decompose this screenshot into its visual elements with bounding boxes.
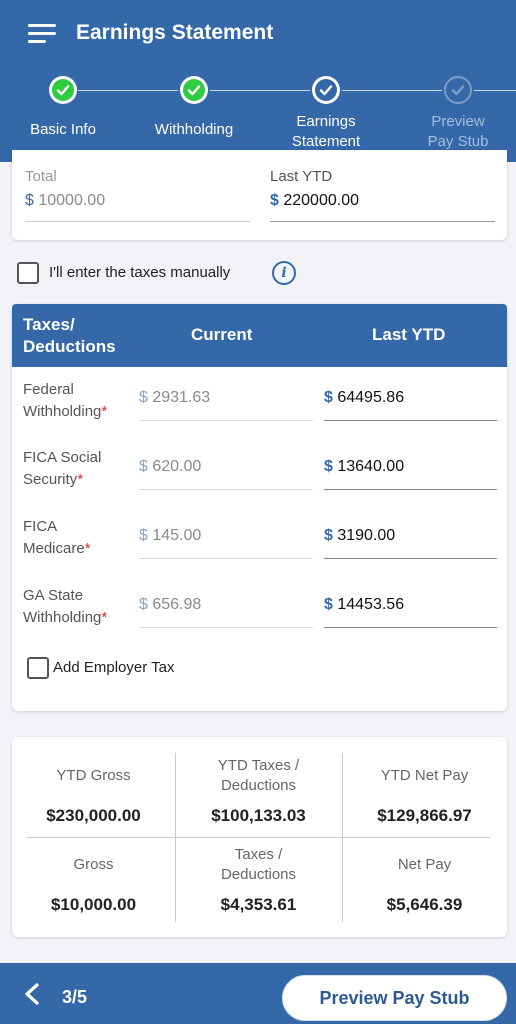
step-connector (342, 90, 442, 91)
header-taxes-deductions: Taxes/ Deductions (23, 315, 116, 356)
menu-icon[interactable] (28, 21, 58, 45)
check-icon (49, 76, 77, 104)
app-bar: Earnings Statement (0, 0, 516, 66)
preview-pay-stub-button[interactable]: Preview Pay Stub (282, 975, 507, 1021)
total-field: $ 10000.00 (25, 192, 250, 222)
step-connector (210, 90, 310, 91)
current-field[interactable]: $ 145.00 (139, 527, 313, 559)
step-connector (78, 90, 178, 91)
info-icon[interactable]: i (272, 261, 296, 285)
current-field[interactable]: $ 620.00 (139, 458, 313, 490)
divider (342, 753, 343, 837)
header-last-ytd: Last YTD (372, 325, 446, 344)
step-connector (474, 90, 516, 91)
gross-summary: Gross $10,000.00 (50, 856, 137, 914)
divider (342, 838, 343, 922)
current-field[interactable]: $ 656.98 (139, 596, 313, 628)
ytd-field[interactable]: $ 13640.00 (324, 458, 497, 490)
taxes-table-header: Taxes/ Deductions Current Last YTD (12, 304, 507, 367)
employer-tax-label: Add Employer Tax (53, 659, 175, 676)
check-icon (444, 76, 472, 104)
total-label: Total (25, 168, 57, 185)
ytd-field[interactable]: $ 14453.56 (324, 596, 497, 628)
step-label: Withholding (154, 121, 234, 138)
ytd-taxes-summary: YTD Taxes / Deductions $100,133.03 (211, 757, 306, 825)
manual-taxes-label: I'll enter the taxes manually (49, 264, 231, 281)
ytd-net-pay-summary: YTD Net Pay $129,866.97 (377, 767, 472, 825)
page-title: Earnings Statement (76, 21, 274, 44)
summary-card: YTD Gross $230,000.00 YTD Taxes / Deduct… (12, 737, 507, 937)
ytd-field[interactable]: $ 64495.86 (324, 389, 497, 421)
check-icon (312, 76, 340, 104)
ytd-field[interactable]: $ 3190.00 (324, 527, 497, 559)
taxes-rows: Federal Withholding* $ 2931.63 $ 64495.8… (12, 367, 507, 643)
current-field[interactable]: $ 2931.63 (139, 389, 313, 421)
check-icon (180, 76, 208, 104)
step-preview-pay-stub[interactable]: Preview Pay Stub (392, 76, 516, 152)
chevron-left-icon[interactable] (22, 983, 42, 1005)
table-row-label: FICA Medicare* (23, 518, 91, 557)
step-label: Earnings Statement (291, 113, 361, 150)
divider (175, 838, 176, 922)
step-withholding[interactable]: Withholding (128, 76, 260, 140)
manual-taxes-checkbox[interactable] (17, 262, 39, 284)
net-pay-summary: Net Pay $5,646.39 (386, 856, 463, 914)
step-label: Preview Pay Stub (427, 113, 489, 150)
taxes-summary: Taxes / Deductions $4,353.61 (220, 846, 297, 914)
earnings-card: Total $ 10000.00 Last YTD $ 220000.00 (12, 150, 507, 240)
ytd-gross-summary: YTD Gross $230,000.00 (46, 767, 141, 825)
progress-stepper: Basic Info Withholding Earnings Statemen… (0, 66, 516, 162)
step-count: 3/5 (62, 987, 88, 1007)
last-ytd-field[interactable]: $ 220000.00 (270, 192, 495, 222)
divider (27, 837, 490, 838)
table-row-label: Federal Withholding* (23, 381, 108, 420)
employer-tax-checkbox[interactable] (27, 657, 49, 679)
taxes-card (12, 304, 507, 711)
step-basic-info[interactable]: Basic Info (0, 76, 129, 140)
last-ytd-label: Last YTD (270, 168, 333, 185)
step-earnings-statement[interactable]: Earnings Statement (260, 76, 392, 152)
header-current: Current (191, 325, 253, 344)
table-row-label: FICA Social Security* (23, 449, 102, 488)
step-label: Basic Info (30, 121, 96, 138)
table-row-label: GA State Withholding* (23, 587, 108, 626)
divider (175, 753, 176, 837)
